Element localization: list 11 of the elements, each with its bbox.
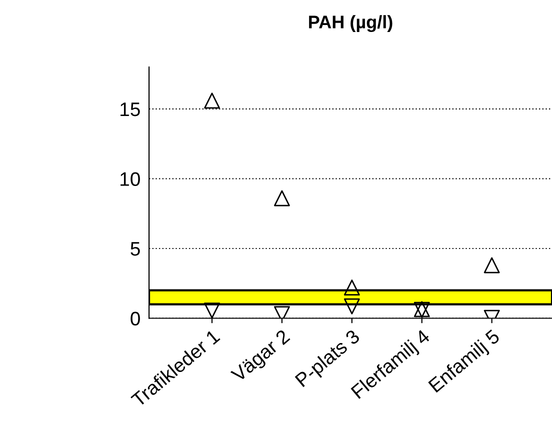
point bbox=[204, 92, 220, 109]
point bbox=[344, 280, 360, 296]
point bbox=[274, 190, 290, 206]
point bbox=[344, 298, 360, 314]
y-tick-label: 0 bbox=[130, 312, 140, 326]
chart-title: PAH (µg/l) bbox=[309, 15, 392, 32]
point bbox=[484, 257, 500, 274]
y-tick-label: 10 bbox=[120, 172, 140, 186]
point bbox=[204, 302, 220, 318]
y-tick-label: 5 bbox=[130, 242, 140, 256]
y-tick-label: 15 bbox=[120, 102, 140, 116]
